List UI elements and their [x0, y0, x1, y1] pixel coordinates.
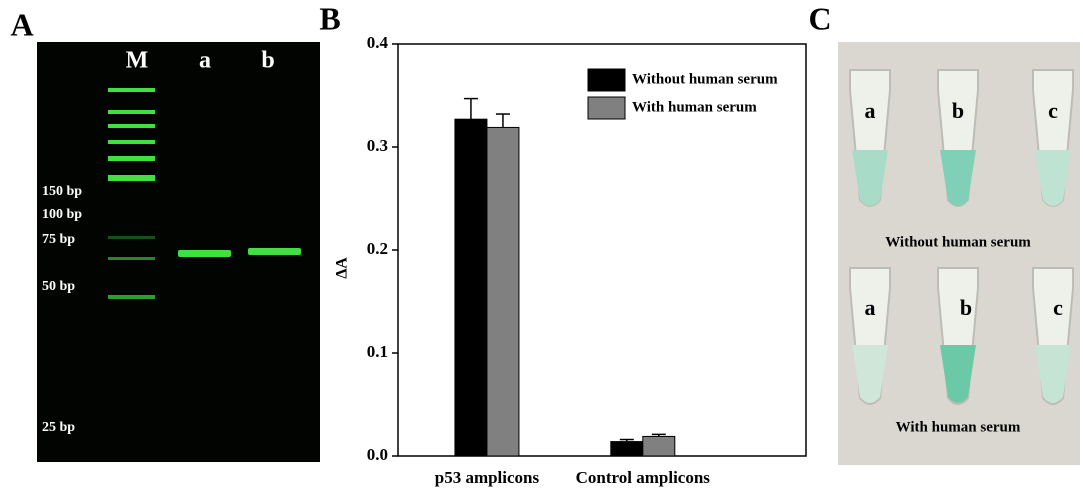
marker-label: 50 bp — [42, 279, 75, 294]
band — [108, 156, 155, 161]
caption: With human serum — [896, 419, 1021, 435]
panel-label: B — [319, 0, 340, 36]
tube-label: c — [1053, 295, 1063, 320]
marker-label: 25 bp — [42, 420, 75, 435]
y-tick-label: 0.0 — [367, 445, 388, 464]
lane-label: b — [261, 48, 274, 74]
marker-label: 150 bp — [42, 184, 82, 199]
marker-label: 100 bp — [42, 207, 82, 222]
legend-swatch — [587, 96, 626, 120]
bar — [642, 435, 676, 457]
band — [108, 140, 155, 144]
liquid — [1035, 345, 1071, 403]
ladder — [108, 88, 301, 299]
tube-label: b — [960, 295, 972, 320]
band — [248, 248, 301, 255]
panel-label: A — [10, 6, 33, 42]
liquid — [1035, 150, 1071, 206]
y-tick-label: 0.3 — [367, 136, 388, 155]
band — [108, 257, 155, 260]
band — [108, 88, 155, 92]
bar — [610, 441, 644, 457]
y-tick-label: 0.2 — [367, 239, 388, 258]
y-tick-label: 0.1 — [367, 342, 388, 361]
band — [108, 124, 155, 128]
liquid — [852, 345, 888, 403]
bar — [454, 118, 488, 457]
legend-label: Without human serum — [632, 71, 778, 87]
y-axis-label: ΔA — [334, 257, 351, 279]
band — [108, 236, 155, 239]
caption: Without human serum — [885, 234, 1031, 250]
tube-label: a — [865, 295, 876, 320]
y-tick-label: 0.4 — [367, 33, 389, 52]
marker-label: 75 bp — [42, 232, 75, 247]
lane-label: a — [199, 48, 211, 74]
bar-chart: 0.0 0.1 0.2 0.3 0.4 ΔA p53 amplicons Control am… — [334, 33, 807, 487]
tube-label: c — [1048, 98, 1058, 123]
legend-swatch — [587, 68, 626, 92]
lane-label: M — [126, 48, 149, 74]
band — [108, 295, 155, 299]
liquid — [940, 150, 976, 206]
x-tick-label: p53 amplicons — [435, 468, 540, 487]
tube-label: b — [952, 98, 964, 123]
liquid — [940, 345, 976, 403]
liquid — [852, 150, 888, 206]
band — [108, 175, 155, 181]
bar — [486, 126, 520, 457]
tubes — [849, 69, 1074, 405]
tube-label: a — [865, 98, 876, 123]
legend-label: With human serum — [632, 99, 757, 115]
x-tick-label: Control amplicons — [576, 468, 711, 487]
panel-label: C — [808, 0, 831, 36]
band — [178, 250, 231, 257]
band — [108, 110, 155, 114]
